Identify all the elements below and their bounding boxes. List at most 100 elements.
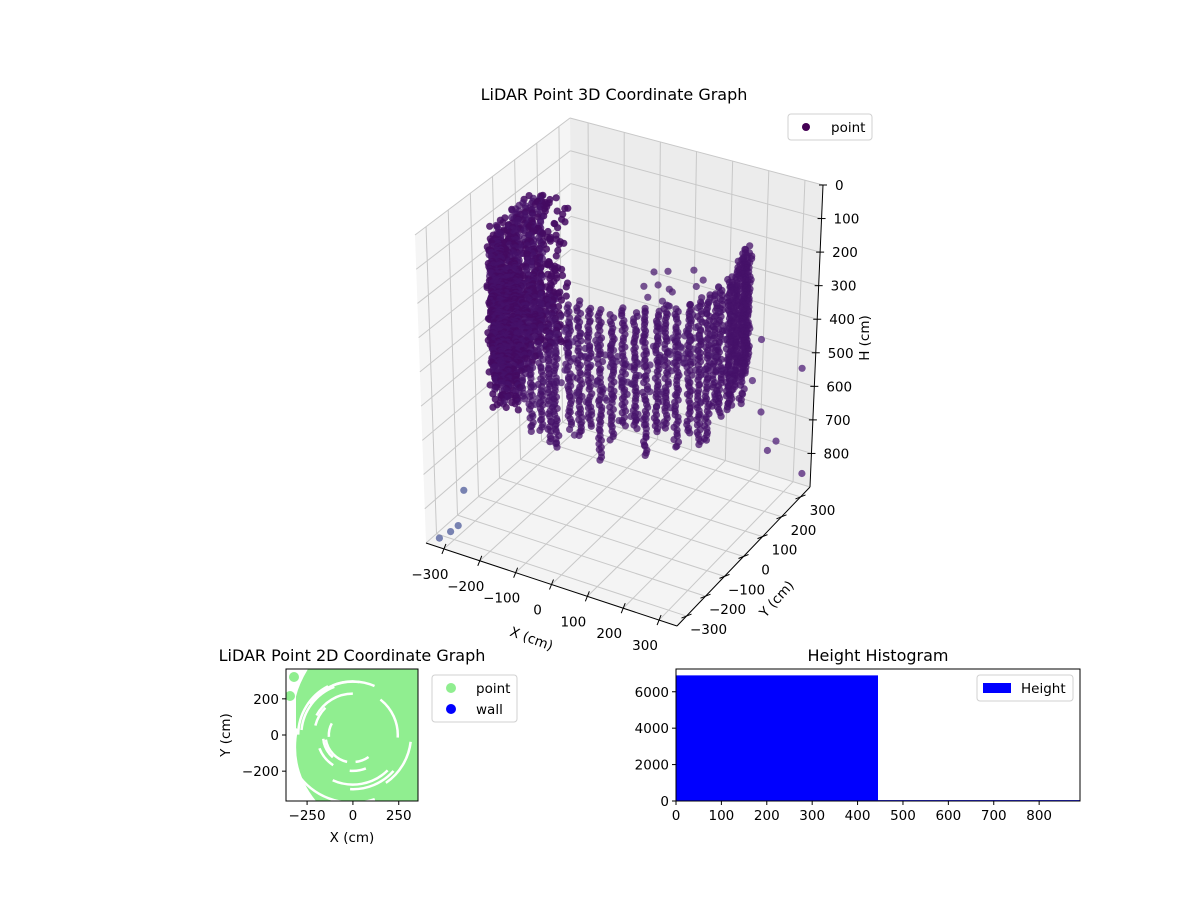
scatter3d-point <box>640 282 648 290</box>
scatter3d-point <box>748 377 757 385</box>
scatter3d-point <box>692 282 700 291</box>
scatter2d-legend-point: point <box>476 681 510 697</box>
scatter3d-point <box>575 431 583 440</box>
scatter3d-point <box>514 406 522 414</box>
tick-label: 300 <box>632 638 658 654</box>
scatter3d-point <box>603 396 611 404</box>
tick-label: 100 <box>834 212 860 228</box>
tick-label: −200 <box>242 764 279 780</box>
scatter3d-point <box>587 422 595 430</box>
scatter3d-point <box>552 194 560 202</box>
scatter3d-title: LiDAR Point 3D Coordinate Graph <box>481 85 748 104</box>
tick-label: 100 <box>772 543 798 559</box>
scatter3d-point <box>641 451 649 459</box>
tick-label: −250 <box>289 808 326 824</box>
tick-label: 6000 <box>635 685 669 701</box>
tick-label: 400 <box>829 312 855 328</box>
tick-label: 200 <box>596 626 622 642</box>
histogram-frame <box>675 668 1081 802</box>
tick-label: 0 <box>270 728 279 744</box>
scatter3d-point <box>491 395 499 403</box>
scatter3d-point <box>558 265 566 273</box>
legend-height-swatch-icon <box>983 683 1011 693</box>
scatter3d-point <box>644 293 652 301</box>
legend-point-marker-icon <box>802 123 810 131</box>
histogram-ticks: 0 100 200 300 400 500 600 700 800 0 2000 4000 6000 <box>635 685 1052 824</box>
scatter3d-point <box>536 426 544 434</box>
scatter3d-point <box>502 403 510 412</box>
tick-label: 800 <box>1026 808 1052 824</box>
scatter3d-ticks: −300−200−1000100200300−300−200−100010020… <box>411 178 859 654</box>
scatter3d-point <box>621 422 630 430</box>
scatter3d-point <box>650 268 658 276</box>
tick-label: −100 <box>483 591 520 607</box>
scatter3d-point <box>646 388 654 396</box>
scatter3d-point <box>798 469 806 478</box>
scatter2d-ylabel: Y (cm) <box>218 713 234 758</box>
scatter3d-point <box>596 456 604 464</box>
tick-label: 300 <box>810 503 836 519</box>
scatter2d-xlabel: X (cm) <box>330 830 375 846</box>
scatter3d-point <box>562 283 570 291</box>
scatter3d-point <box>772 437 780 445</box>
histogram-legend-label: Height <box>1021 681 1066 697</box>
scatter3d-point <box>489 403 497 411</box>
scatter3d-point <box>664 267 672 275</box>
scatter3d-point <box>695 381 703 389</box>
scatter3d-point <box>546 438 554 446</box>
tick-label: 400 <box>845 808 871 824</box>
scatter3d-legend: point <box>787 113 873 141</box>
tick-label: 700 <box>825 413 851 429</box>
legend-point-marker-icon <box>446 683 456 693</box>
histogram-chart: Height Histogram 0 100 200 300 400 500 600 700 8… <box>635 646 1081 824</box>
scatter2d-points <box>286 669 418 801</box>
scatter3d-point <box>557 296 566 304</box>
scatter3d-point <box>553 443 561 451</box>
scatter3d-point <box>499 219 507 227</box>
tick-label: 600 <box>826 379 852 395</box>
scatter3d-point <box>486 222 494 230</box>
scatter3d-point <box>561 204 569 213</box>
tick-label: 4000 <box>635 721 669 737</box>
scatter2d-legend: point wall <box>431 674 518 723</box>
scatter3d-point <box>552 252 560 260</box>
tick-label: 0 <box>672 808 681 824</box>
scatter3d-point <box>454 522 462 530</box>
scatter3d-point <box>686 429 694 437</box>
scatter3d-points <box>435 191 806 542</box>
scatter3d-point <box>668 288 676 296</box>
tick-label: 100 <box>560 614 586 630</box>
tick-label: 2000 <box>635 758 669 774</box>
tick-label: 200 <box>253 692 279 708</box>
scatter3d-point <box>763 446 772 455</box>
scatter3d-xlabel: X (cm) <box>508 624 555 654</box>
scatter3d-point <box>737 400 745 408</box>
scatter3d-point <box>672 443 680 451</box>
scatter3d-point <box>561 366 569 374</box>
histogram-bar <box>676 675 878 801</box>
histogram-title: Height Histogram <box>808 646 949 665</box>
scatter3d-point <box>798 364 806 372</box>
legend-wall-marker-icon <box>446 704 456 714</box>
scatter3d-point <box>435 534 443 542</box>
tick-label: 200 <box>754 808 780 824</box>
scatter3d-point <box>555 240 563 248</box>
scatter3d-point <box>546 237 555 245</box>
scatter3d-point <box>554 246 562 255</box>
scatter2d-chart: LiDAR Point 2D Coordinate Graph −250 0 250… <box>218 646 518 846</box>
tick-label: 0 <box>533 603 542 619</box>
tick-label: 800 <box>823 446 849 462</box>
scatter2d-ticks: −250 0 250 200 0 −200 <box>242 692 412 824</box>
scatter3d-zlabel: H (cm) <box>857 315 873 361</box>
scatter3d-point <box>606 436 614 444</box>
scatter3d-point <box>553 207 561 215</box>
tick-label: 200 <box>791 523 817 539</box>
scatter3d-point <box>695 441 703 449</box>
scatter3d-point <box>561 218 569 226</box>
scatter3d-point <box>566 425 574 433</box>
tick-label: −300 <box>411 567 448 583</box>
scatter3d-legend-label: point <box>831 120 865 136</box>
tick-label: 700 <box>981 808 1007 824</box>
scatter3d-chart: LiDAR Point 3D Coordinate Graph −300−200… <box>411 85 873 654</box>
scatter3d-point <box>447 528 455 536</box>
